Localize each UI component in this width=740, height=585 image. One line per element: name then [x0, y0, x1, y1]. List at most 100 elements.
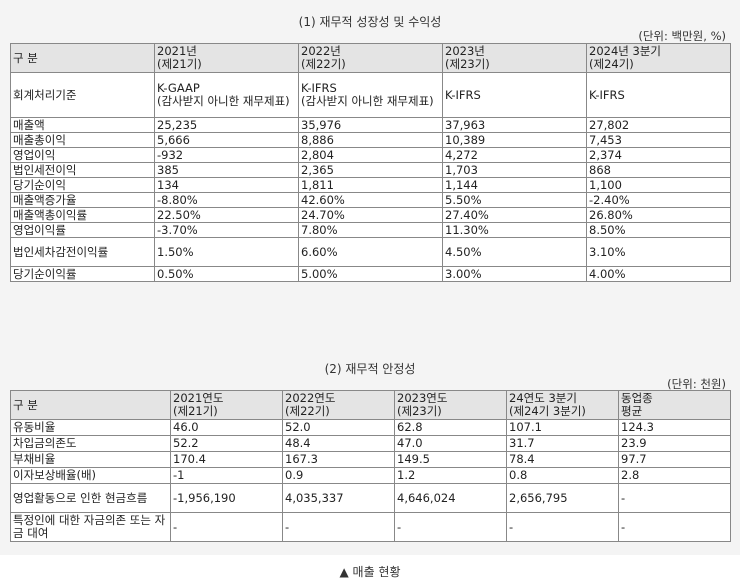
column-header: 동업종 평균 [618, 390, 731, 420]
row-label: 영업활동으로 인한 현금흐름 [10, 483, 171, 513]
figure-caption: ▲ 매출 현황 [339, 565, 401, 579]
table-cell: - [170, 512, 283, 542]
table-row: 유동비율 46.0 52.0 62.8 107.1 124.3 [10, 419, 731, 436]
table-cell: 7,453 [586, 132, 731, 148]
table-cell: 149.5 [394, 451, 507, 468]
table-row: 특정인에 대한 자금의존 또는 자금 대여 - - - - - [10, 512, 731, 542]
table-cell: 868 [586, 162, 731, 178]
table-cell: 52.0 [282, 419, 395, 436]
table-cell: -1 [170, 467, 283, 484]
row-label: 특정인에 대한 자금의존 또는 자금 대여 [10, 512, 171, 542]
section2-unit: (단위: 천원) [667, 377, 726, 391]
table-cell: 37,963 [442, 117, 587, 133]
table-cell: 170.4 [170, 451, 283, 468]
section2-title: (2) 재무적 안정성 [324, 362, 416, 376]
table-cell: 78.4 [506, 451, 619, 468]
table-cell: K-IFRS [442, 72, 587, 118]
table-cell: - [618, 512, 731, 542]
section1-title: (1) 재무적 성장성 및 수익성 [298, 15, 442, 29]
row-label: 영업이익 [10, 147, 155, 163]
table-row: 영업활동으로 인한 현금흐름 -1,956,190 4,035,337 4,646,0… [10, 483, 731, 513]
table-cell: 107.1 [506, 419, 619, 436]
table-cell: 62.8 [394, 419, 507, 436]
row-label: 매출액 [10, 117, 155, 133]
table-cell: 2.8 [618, 467, 731, 484]
table-cell: 0.9 [282, 467, 395, 484]
column-header: 2022년 (제22기) [298, 43, 443, 73]
table-cell: 5.50% [442, 192, 587, 208]
table-cell: 46.0 [170, 419, 283, 436]
column-header: 2023년 (제23기) [442, 43, 587, 73]
table-cell: K-GAAP (감사받지 아니한 재무제표) [154, 72, 299, 118]
table-row: 당기순이익률 0.50% 5.00% 3.00% 4.00% [10, 266, 731, 282]
header-row: 구 분 2021연도 (제21기) 2022연도 (제22기) 2023연도 (제23… [10, 390, 731, 420]
column-header: 2024년 3분기 (제24기) [586, 43, 731, 73]
table-row: 영업이익률 -3.70% 7.80% 11.30% 8.50% [10, 222, 731, 238]
table-cell: 1,811 [298, 177, 443, 193]
table-cell: 6.60% [298, 237, 443, 267]
table-cell: K-IFRS [586, 72, 731, 118]
header-row: 구 분 2021년 (제21기) 2022년 (제22기) 2023년 (제23기) 2… [10, 43, 731, 73]
row-label: 당기순이익 [10, 177, 155, 193]
row-label: 법인세차감전이익률 [10, 237, 155, 267]
table-cell: 48.4 [282, 435, 395, 452]
table-cell: 22.50% [154, 207, 299, 223]
table-cell: -3.70% [154, 222, 299, 238]
table-cell: - [394, 512, 507, 542]
table-row: 법인세차감전이익률 1.50% 6.60% 4.50% 3.10% [10, 237, 731, 267]
table-cell: -8.80% [154, 192, 299, 208]
table-row: 회계처리기준 K-GAAP (감사받지 아니한 재무제표) K-IFRS (감사받지… [10, 72, 731, 118]
table-cell: 1,100 [586, 177, 731, 193]
table-cell: 4.00% [586, 266, 731, 282]
table-row: 매출액총이익률 22.50% 24.70% 27.40% 26.80% [10, 207, 731, 223]
row-label: 회계처리기준 [10, 72, 155, 118]
header-label: 구 분 [10, 390, 171, 420]
table-cell: 3.10% [586, 237, 731, 267]
table-cell: 3.00% [442, 266, 587, 282]
row-label: 매출액증가율 [10, 192, 155, 208]
table-cell: 27,802 [586, 117, 731, 133]
table-cell: 10,389 [442, 132, 587, 148]
table-cell: 5,666 [154, 132, 299, 148]
header-label: 구 분 [10, 43, 155, 73]
table-cell: 134 [154, 177, 299, 193]
column-header: 2023연도 (제23기) [394, 390, 507, 420]
table-cell: 23.9 [618, 435, 731, 452]
table-cell: 8.50% [586, 222, 731, 238]
row-label: 이자보상배율(배) [10, 467, 171, 484]
table-cell: 385 [154, 162, 299, 178]
table-cell: 2,656,795 [506, 483, 619, 513]
table-cell: - [282, 512, 395, 542]
table-cell: 0.8 [506, 467, 619, 484]
row-label: 차입금의존도 [10, 435, 171, 452]
table-cell: - [506, 512, 619, 542]
table-cell: 4,646,024 [394, 483, 507, 513]
table-cell: K-IFRS (감사받지 아니한 재무제표) [298, 72, 443, 118]
table-cell: 31.7 [506, 435, 619, 452]
table-cell: 2,804 [298, 147, 443, 163]
table-cell: 47.0 [394, 435, 507, 452]
table-cell: 4,272 [442, 147, 587, 163]
table-cell: 25,235 [154, 117, 299, 133]
table-row: 매출액증가율 -8.80% 42.60% 5.50% -2.40% [10, 192, 731, 208]
table-cell: -932 [154, 147, 299, 163]
section1-unit: (단위: 백만원, %) [638, 29, 726, 43]
table-cell: 1,703 [442, 162, 587, 178]
table-cell: 27.40% [442, 207, 587, 223]
column-header: 24연도 3분기 (제24기 3분기) [506, 390, 619, 420]
column-header: 2021년 (제21기) [154, 43, 299, 73]
row-label: 당기순이익률 [10, 266, 155, 282]
row-label: 영업이익률 [10, 222, 155, 238]
row-label: 매출총이익 [10, 132, 155, 148]
table-row: 당기순이익 134 1,811 1,144 1,100 [10, 177, 731, 193]
table-row: 매출총이익 5,666 8,886 10,389 7,453 [10, 132, 731, 148]
content-panel: (1) 재무적 성장성 및 수익성 (단위: 백만원, %) 구 분 2021년 … [0, 0, 740, 555]
table-cell: 7.80% [298, 222, 443, 238]
table-cell: 1.50% [154, 237, 299, 267]
table-cell: 1,144 [442, 177, 587, 193]
row-label: 법인세전이익 [10, 162, 155, 178]
table-cell: -2.40% [586, 192, 731, 208]
table-cell: 35,976 [298, 117, 443, 133]
table-cell: 4,035,337 [282, 483, 395, 513]
table-cell: 8,886 [298, 132, 443, 148]
